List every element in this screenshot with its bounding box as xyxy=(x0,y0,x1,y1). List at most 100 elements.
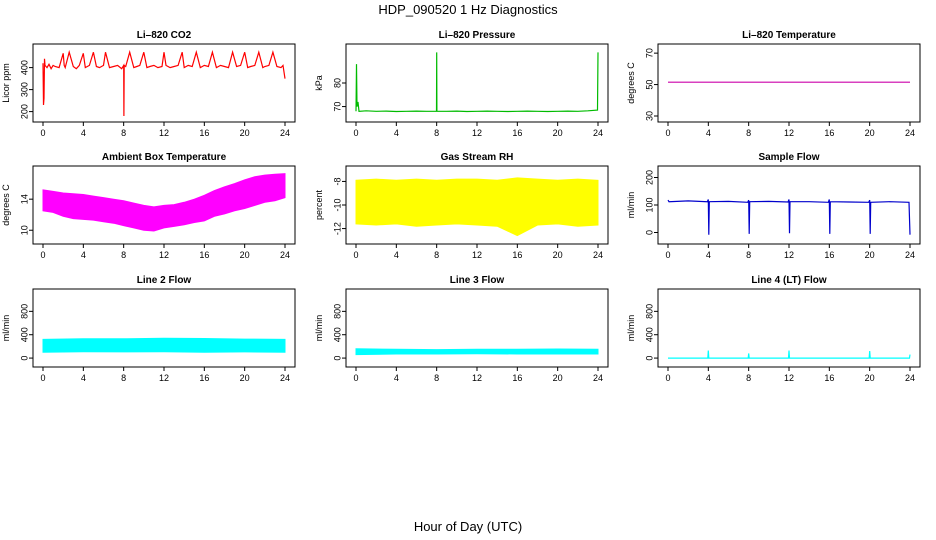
x-tick-label: 20 xyxy=(240,373,250,383)
y-tick-label: 70 xyxy=(332,102,342,112)
x-tick-label: 4 xyxy=(706,373,711,383)
y-axis-label: ml/min xyxy=(1,315,11,342)
x-tick-label: 24 xyxy=(593,128,603,138)
y-axis-label: Licor ppm xyxy=(1,63,11,103)
y-axis-label: percent xyxy=(314,189,324,220)
x-tick-label: 20 xyxy=(553,373,563,383)
y-tick-label: 14 xyxy=(19,194,29,204)
chart-panel-2: Li–820 Pressure kPa 0 4 8 12 16 20 24 70 80 xyxy=(314,30,609,138)
plot-frame xyxy=(345,288,609,368)
x-tick-label: 12 xyxy=(472,250,482,260)
y-tick-label: 200 xyxy=(644,170,654,185)
series-band-1 xyxy=(355,348,599,356)
x-tick-label: 8 xyxy=(121,128,126,138)
chart-panel-5: Gas Stream RH percent 0 4 8 12 16 20 24 -12 -10 -8 xyxy=(314,152,609,260)
x-tick-label: 4 xyxy=(706,250,711,260)
y-tick-label: 0 xyxy=(644,356,654,361)
x-tick-label: 16 xyxy=(824,250,834,260)
y-tick-label: 300 xyxy=(19,82,29,97)
y-axis-label: degrees C xyxy=(626,62,636,104)
y-axis-label: ml/min xyxy=(314,315,324,342)
x-tick-label: 20 xyxy=(240,128,250,138)
x-tick-label: 16 xyxy=(512,128,522,138)
y-tick-label: 80 xyxy=(332,78,342,88)
plot-frame xyxy=(32,288,296,368)
x-tick-label: 16 xyxy=(824,373,834,383)
x-tick-label: 12 xyxy=(472,128,482,138)
x-tick-label: 12 xyxy=(784,250,794,260)
y-tick-label: 800 xyxy=(644,304,654,319)
y-tick-label: -8 xyxy=(332,177,342,185)
chart-panel-4: Ambient Box Temperature degrees C 0 4 8 12 16 2… xyxy=(1,152,296,260)
y-tick-label: 0 xyxy=(644,230,654,235)
y-tick-label: 800 xyxy=(19,304,29,319)
x-tick-label: 4 xyxy=(394,128,399,138)
x-tick-label: 0 xyxy=(665,128,670,138)
x-tick-label: 20 xyxy=(553,128,563,138)
y-axis-label: degrees C xyxy=(1,184,11,226)
y-tick-label: 0 xyxy=(19,356,29,361)
x-tick-label: 4 xyxy=(394,250,399,260)
chart-panel-1: Li–820 CO2 Licor ppm 0 4 8 12 16 20 24 200 300 400 xyxy=(1,30,296,138)
chart-panel-6: Sample Flow ml/min 0 4 8 12 16 20 24 0 100 200 xyxy=(626,152,921,260)
chart-title: Line 4 (LT) Flow xyxy=(751,275,827,286)
x-tick-label: 24 xyxy=(280,250,290,260)
x-tick-label: 8 xyxy=(121,250,126,260)
x-tick-label: 16 xyxy=(199,250,209,260)
x-tick-label: 0 xyxy=(353,373,358,383)
x-tick-label: 16 xyxy=(824,128,834,138)
x-tick-label: 0 xyxy=(40,128,45,138)
x-tick-label: 0 xyxy=(353,128,358,138)
y-tick-label: 70 xyxy=(644,48,654,58)
x-tick-label: 4 xyxy=(81,128,86,138)
x-tick-label: 16 xyxy=(199,128,209,138)
x-tick-label: 12 xyxy=(472,373,482,383)
y-tick-label: 800 xyxy=(332,304,342,319)
y-tick-label: 400 xyxy=(644,327,654,342)
y-tick-label: -10 xyxy=(332,198,342,211)
x-tick-label: 0 xyxy=(665,250,670,260)
series-band-1 xyxy=(42,337,286,353)
x-tick-label: 8 xyxy=(434,373,439,383)
x-tick-label: 0 xyxy=(40,250,45,260)
x-tick-label: 4 xyxy=(394,373,399,383)
x-tick-label: 16 xyxy=(512,373,522,383)
x-tick-label: 12 xyxy=(784,128,794,138)
y-tick-label: -12 xyxy=(332,222,342,235)
series-line-1 xyxy=(668,350,911,359)
x-tick-label: 0 xyxy=(40,373,45,383)
chart-title: Li–820 CO2 xyxy=(137,30,192,41)
x-tick-label: 24 xyxy=(905,373,915,383)
y-tick-label: 50 xyxy=(644,80,654,90)
x-tick-label: 12 xyxy=(784,373,794,383)
chart-title: Line 3 Flow xyxy=(450,275,505,286)
plot-frame xyxy=(345,43,609,123)
x-tick-label: 4 xyxy=(81,373,86,383)
shared-x-axis-label: Hour of Day (UTC) xyxy=(413,519,523,534)
x-tick-label: 8 xyxy=(746,250,751,260)
x-tick-label: 20 xyxy=(865,373,875,383)
x-tick-label: 24 xyxy=(280,373,290,383)
series-band-1 xyxy=(42,173,286,232)
x-tick-label: 20 xyxy=(865,128,875,138)
chart-title: Ambient Box Temperature xyxy=(102,152,227,163)
y-tick-label: 30 xyxy=(644,111,654,121)
chart-title: Line 2 Flow xyxy=(137,275,192,286)
x-tick-label: 8 xyxy=(434,250,439,260)
y-tick-label: 200 xyxy=(19,104,29,119)
series-line-1 xyxy=(42,49,286,117)
y-tick-label: 400 xyxy=(332,327,342,342)
x-tick-label: 16 xyxy=(512,250,522,260)
x-tick-label: 8 xyxy=(746,128,751,138)
x-tick-label: 24 xyxy=(593,373,603,383)
chart-panel-9: Line 4 (LT) Flow ml/min 0 4 8 12 16 20 24 0 400 800 xyxy=(626,275,921,383)
figure-title: HDP_090520 1 Hz Diagnostics xyxy=(378,2,558,17)
x-tick-label: 0 xyxy=(353,250,358,260)
series-band-1 xyxy=(355,177,599,237)
chart-panel-7: Line 2 Flow ml/min 0 4 8 12 16 20 24 0 400 800 xyxy=(1,275,296,383)
series-line-1 xyxy=(355,52,599,113)
plot-frame xyxy=(657,43,921,123)
series-line-1 xyxy=(667,199,911,235)
x-tick-label: 12 xyxy=(159,373,169,383)
